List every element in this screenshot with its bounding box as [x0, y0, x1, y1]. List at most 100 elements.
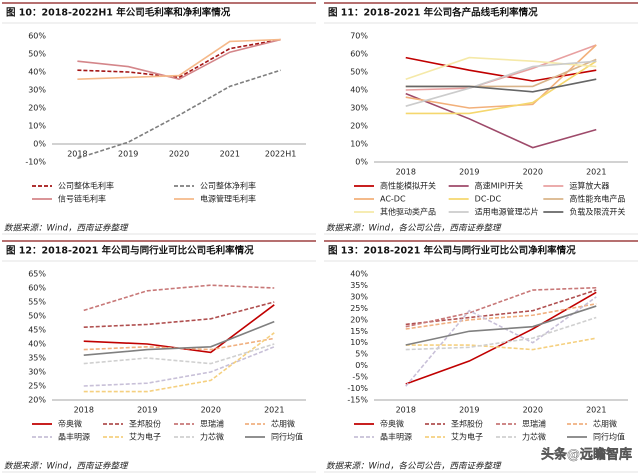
y-tick-label: 50%	[28, 312, 46, 321]
series-line	[77, 38, 281, 81]
x-tick-label: 2018	[396, 168, 416, 177]
series-line	[83, 301, 275, 328]
source-note: 数据来源：Wind，各公司公告，西南证券整理	[326, 223, 502, 234]
source-note: 数据来源：Wind，西南证券整理	[4, 461, 129, 472]
source-note: 数据来源：Wind，西南证券整理	[4, 223, 129, 234]
legend-label: DC-DC	[475, 195, 502, 204]
x-tick-label: 2019	[137, 406, 157, 415]
x-tick-label: 2018	[74, 406, 94, 415]
legend-label: 帝奥微	[380, 419, 404, 429]
series-line	[405, 291, 597, 385]
series-line	[83, 304, 275, 354]
y-tick-label: 45%	[28, 326, 46, 335]
series-line	[405, 305, 597, 346]
x-tick-label: 2022H1	[265, 150, 296, 159]
y-tick-label: 65%	[28, 270, 46, 279]
legend-label: 高速MIPI开关	[475, 181, 523, 191]
y-tick-label: 20%	[28, 396, 46, 405]
x-tick-label: 2020	[523, 168, 543, 177]
chart-title: 图 12：2018-2021 年公司与同行业可比公司毛利率情况	[6, 245, 254, 257]
series-line	[405, 316, 597, 351]
y-tick-label: 40%	[350, 86, 368, 95]
y-tick-label: -10%	[347, 384, 368, 393]
series-line	[83, 320, 275, 356]
series-line	[405, 60, 597, 115]
y-tick-label: 25%	[28, 382, 46, 391]
series-line	[405, 302, 597, 330]
legend-label: 圣邦股份	[129, 419, 161, 429]
legend-label: 负载及限流开关	[569, 207, 625, 217]
y-tick-label: 20%	[350, 122, 368, 131]
series-line	[405, 60, 597, 107]
legend-label: 晶丰明源	[380, 432, 412, 442]
y-tick-label: 0%	[355, 158, 368, 167]
y-tick-label: 50%	[28, 50, 46, 59]
series-line	[83, 284, 275, 312]
series-line	[83, 346, 275, 387]
x-tick-label: 2021	[264, 406, 284, 415]
y-tick-label: 30%	[350, 292, 368, 301]
x-tick-label: 2019	[459, 406, 479, 415]
y-tick-label: 0%	[33, 140, 46, 149]
y-tick-label: 5%	[355, 350, 368, 359]
source-note: 数据来源：Wind，各公司公告，西南证券整理	[326, 461, 502, 472]
legend-label: 运算放大器	[569, 181, 609, 191]
legend-label: 艾为电子	[129, 432, 161, 442]
legend-label: 同行均值	[271, 432, 303, 442]
chart-title: 图 11：2018-2021 年公司各产品线毛利率情况	[328, 7, 538, 19]
legend-label: 公司整体毛利率	[58, 181, 114, 191]
legend-label: 思瑞浦	[522, 419, 546, 429]
x-tick-label: 2018	[67, 150, 87, 159]
series-line	[405, 286, 597, 328]
series-line	[83, 332, 275, 393]
y-tick-label: 15%	[350, 327, 368, 336]
series-line	[405, 337, 597, 351]
y-tick-label: 60%	[350, 50, 368, 59]
y-tick-label: 70%	[350, 32, 368, 41]
y-tick-label: 30%	[28, 86, 46, 95]
y-tick-label: 30%	[28, 368, 46, 377]
legend-label: 信号链毛利率	[58, 194, 106, 204]
x-tick-label: 2021	[220, 150, 240, 159]
legend-label: 帝奥微	[58, 419, 82, 429]
y-tick-label: -10%	[25, 158, 46, 167]
y-tick-label: -5%	[352, 373, 368, 382]
series-line	[77, 69, 281, 160]
y-tick-label: 20%	[28, 104, 46, 113]
y-tick-label: 40%	[350, 270, 368, 279]
y-tick-label: 10%	[350, 140, 368, 149]
y-tick-label: 60%	[28, 32, 46, 41]
legend-label: 其他驱动类产品	[380, 207, 436, 217]
x-tick-label: 2021	[586, 168, 606, 177]
legend-label: 思瑞浦	[200, 419, 224, 429]
x-tick-label: 2020	[201, 406, 221, 415]
series-line	[405, 78, 597, 93]
legend-label: 高性能充电产品	[569, 194, 625, 204]
y-tick-label: -15%	[347, 396, 368, 405]
legend-label: 电源管理毛利率	[200, 194, 256, 204]
legend-label: AC-DC	[380, 195, 406, 204]
y-tick-label: 25%	[350, 304, 368, 313]
x-tick-label: 2019	[459, 168, 479, 177]
legend-label: 公司整体净利率	[200, 181, 256, 191]
series-line	[405, 44, 597, 109]
legend-label: 圣邦股份	[451, 419, 483, 429]
series-line	[405, 289, 597, 326]
y-tick-label: 10%	[350, 338, 368, 347]
legend-label: 力芯微	[200, 432, 224, 442]
y-tick-label: 35%	[350, 281, 368, 290]
series-line	[77, 38, 281, 79]
x-tick-label: 2019	[118, 150, 138, 159]
y-tick-label: 0%	[355, 361, 368, 370]
series-line	[405, 44, 597, 91]
legend-label: 同行均值	[593, 432, 625, 442]
x-tick-label: 2018	[396, 406, 416, 415]
series-line	[77, 38, 281, 80]
legend-label: 芯朋微	[271, 419, 295, 429]
y-tick-label: 60%	[28, 284, 46, 293]
y-tick-label: 40%	[28, 340, 46, 349]
chart-title: 图 10：2018-2022H1 年公司毛利率和净利率情况	[6, 7, 231, 19]
chart-title: 图 13：2018-2021 年公司与同行业可比公司净利率情况	[328, 245, 576, 257]
x-tick-label: 2020	[169, 150, 189, 159]
